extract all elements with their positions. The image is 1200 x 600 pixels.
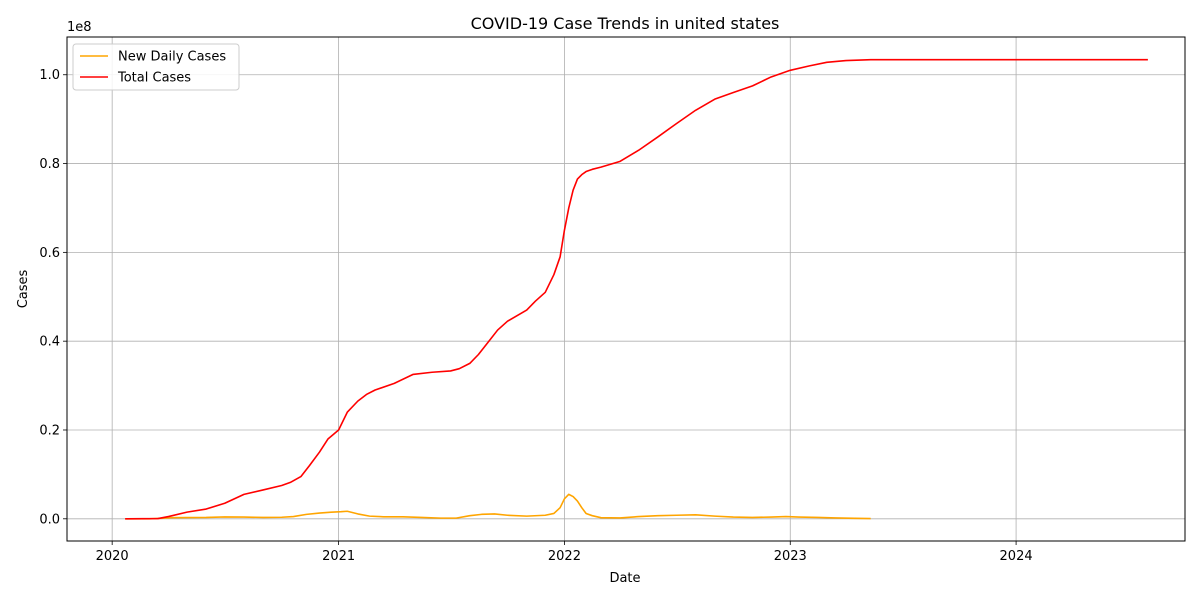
y-tick-label-2: 0.4: [39, 335, 60, 350]
x-tick-label-2022: 2022: [548, 549, 581, 564]
chart-title: COVID-19 Case Trends in united states: [471, 14, 780, 33]
y-tick-label-3: 0.6: [39, 246, 60, 261]
legend-box: [72, 43, 240, 91]
y-tick-label-4: 0.8: [39, 157, 60, 172]
x-tick-label-2020: 2020: [96, 549, 129, 564]
series-layer: [125, 58, 1148, 520]
x-tick-label-2024: 2024: [1000, 549, 1033, 564]
series-line-new-daily-cases: [125, 493, 871, 520]
x-axis: 2020 2021 2022 2023 2024: [96, 541, 1033, 564]
y-tick-label-5: 1.0: [39, 68, 60, 83]
plot-frame: [66, 36, 1186, 542]
y-tick-label-0: 0.0: [39, 512, 60, 527]
legend: New Daily Cases Total Cases: [72, 43, 240, 91]
grid: [67, 37, 1185, 541]
y-tick-label-1: 0.2: [39, 423, 60, 438]
y-axis: 0.0 0.2 0.4 0.6 0.8 1.0: [39, 68, 67, 527]
y-offset-label: 1e8: [67, 20, 92, 35]
x-tick-label-2023: 2023: [774, 549, 807, 564]
x-tick-label-2021: 2021: [322, 549, 355, 564]
legend-label-total-cases: Total Cases: [117, 71, 191, 86]
y-axis-title: Cases: [16, 269, 31, 308]
series-line-total-cases: [125, 58, 1148, 520]
legend-label-new-daily-cases: New Daily Cases: [118, 50, 226, 65]
x-axis-title: Date: [609, 571, 640, 586]
